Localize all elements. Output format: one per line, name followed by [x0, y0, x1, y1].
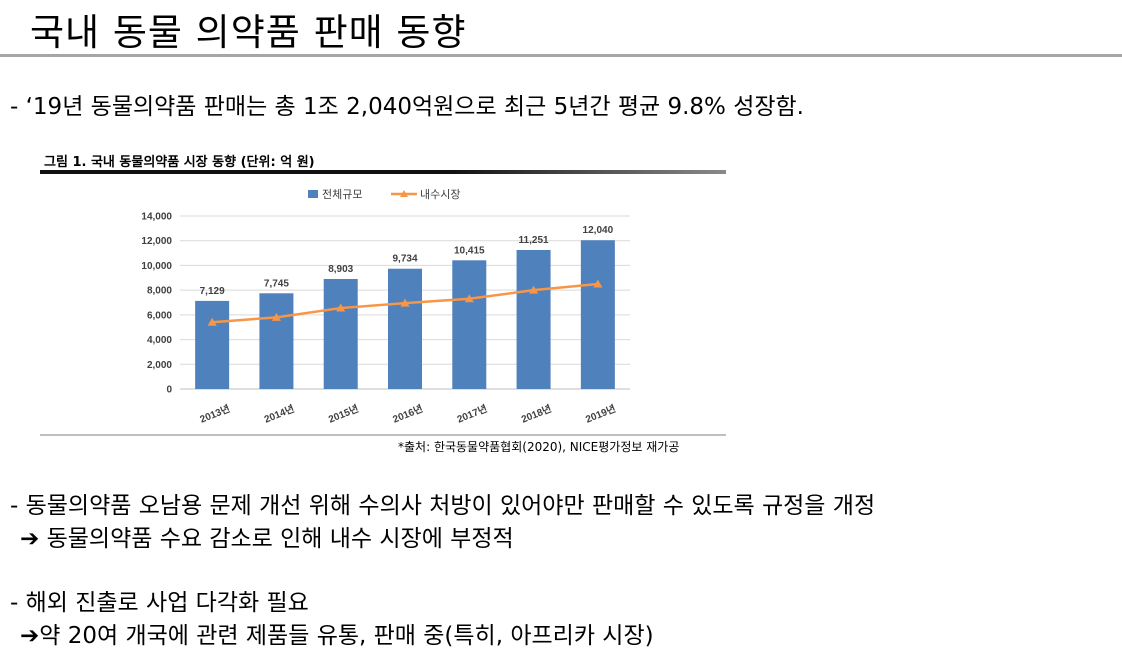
line-point-2019년	[593, 279, 603, 288]
x-axis: 2013년 2014년 2015년 2016년 2017년 2018년 2019년	[198, 402, 618, 426]
y-tick-label: 0	[166, 385, 172, 396]
y-axis: 0 2,000 4,000 6,000 8,000 10,000 12,000 14,000	[141, 212, 172, 396]
y-tick-label: 4,000	[147, 335, 172, 346]
bullet-regulation: - 동물의약품 오남용 문제 개선 위해 수의사 처방이 있어야만 판매할 수 …	[10, 493, 876, 519]
bar-2019년	[580, 240, 615, 389]
x-tick-label: 2019년	[584, 402, 618, 426]
bullet-market-summary: - ‘19년 동물의약품 판매는 총 1조 2,040억원으로 최근 5년간 평…	[10, 94, 804, 120]
bar-data-label: 7,129	[200, 286, 225, 297]
legend-marker-line	[400, 190, 408, 197]
figure-caption: 그림 1. 국내 동물의약품 시장 동향 (단위: 억 원)	[44, 155, 315, 170]
line-point-2016년	[400, 298, 410, 307]
bar-2015년	[323, 278, 358, 389]
x-tick-label: 2016년	[391, 402, 425, 426]
bar-2017년	[452, 260, 487, 389]
line-point-2015년	[336, 303, 346, 312]
bar-2016년	[388, 268, 422, 389]
page-title: 국내 동물 의약품 판매 동향	[30, 11, 467, 54]
line-point-2014년	[271, 312, 281, 321]
y-tick-label: 14,000	[141, 212, 172, 223]
line-point-2013년	[207, 317, 217, 326]
x-tick-label: 2017년	[455, 402, 489, 426]
y-tick-label: 6,000	[147, 310, 172, 321]
line-series	[207, 279, 603, 326]
line-point-2017년	[464, 294, 474, 303]
legend-label-line: 내수시장	[420, 188, 460, 201]
y-tick-label: 2,000	[147, 360, 172, 371]
x-tick-label: 2014년	[262, 402, 296, 426]
x-tick-label: 2015년	[326, 402, 360, 426]
bar-series	[195, 240, 615, 389]
bar-data-label: 10,415	[454, 245, 485, 256]
bar-data-label: 8,903	[328, 264, 353, 275]
figure-source: *출처: 한국동물약품협회(2020), NICE평가정보 재가공	[398, 440, 680, 454]
bar-2013년	[195, 300, 230, 389]
bar-data-label: 9,734	[392, 254, 417, 265]
figure-bottom-rule	[40, 434, 726, 436]
x-tick-label: 2013년	[198, 402, 232, 426]
bar-data-labels: 7,129 7,745 8,903 9,734 10,415 11,251 12,040	[200, 225, 614, 297]
legend-swatch-bar	[308, 190, 318, 198]
market-trend-chart: 전체규모 내수시장 0 2,000 4,000 6,000 8,000 10,000 12,0…	[141, 188, 630, 426]
bar-data-label: 12,040	[583, 225, 614, 236]
y-tick-label: 10,000	[141, 261, 172, 272]
title-divider	[0, 54, 1122, 57]
y-tick-label: 12,000	[141, 236, 172, 247]
bar-data-label: 11,251	[519, 235, 549, 246]
bar-2018년	[516, 249, 551, 389]
y-tick-label: 8,000	[147, 286, 172, 297]
bullet-overseas-detail: ➔약 20여 개국에 관련 제품들 유통, 판매 중(특히, 아프리카 시장)	[20, 623, 654, 649]
bar-2014년	[259, 293, 294, 389]
legend-label-bar: 전체규모	[322, 188, 362, 201]
bullet-overseas: - 해외 진출로 사업 다각화 필요	[10, 590, 309, 616]
bullet-regulation-effect: ➔ 동물의약품 수요 감소로 인해 내수 시장에 부정적	[20, 526, 514, 552]
bar-data-label: 7,745	[264, 278, 289, 289]
line-point-2018년	[529, 285, 539, 294]
x-tick-label: 2018년	[519, 402, 553, 426]
figure-caption-rule	[40, 170, 726, 174]
chart-legend: 전체규모 내수시장	[308, 188, 460, 201]
